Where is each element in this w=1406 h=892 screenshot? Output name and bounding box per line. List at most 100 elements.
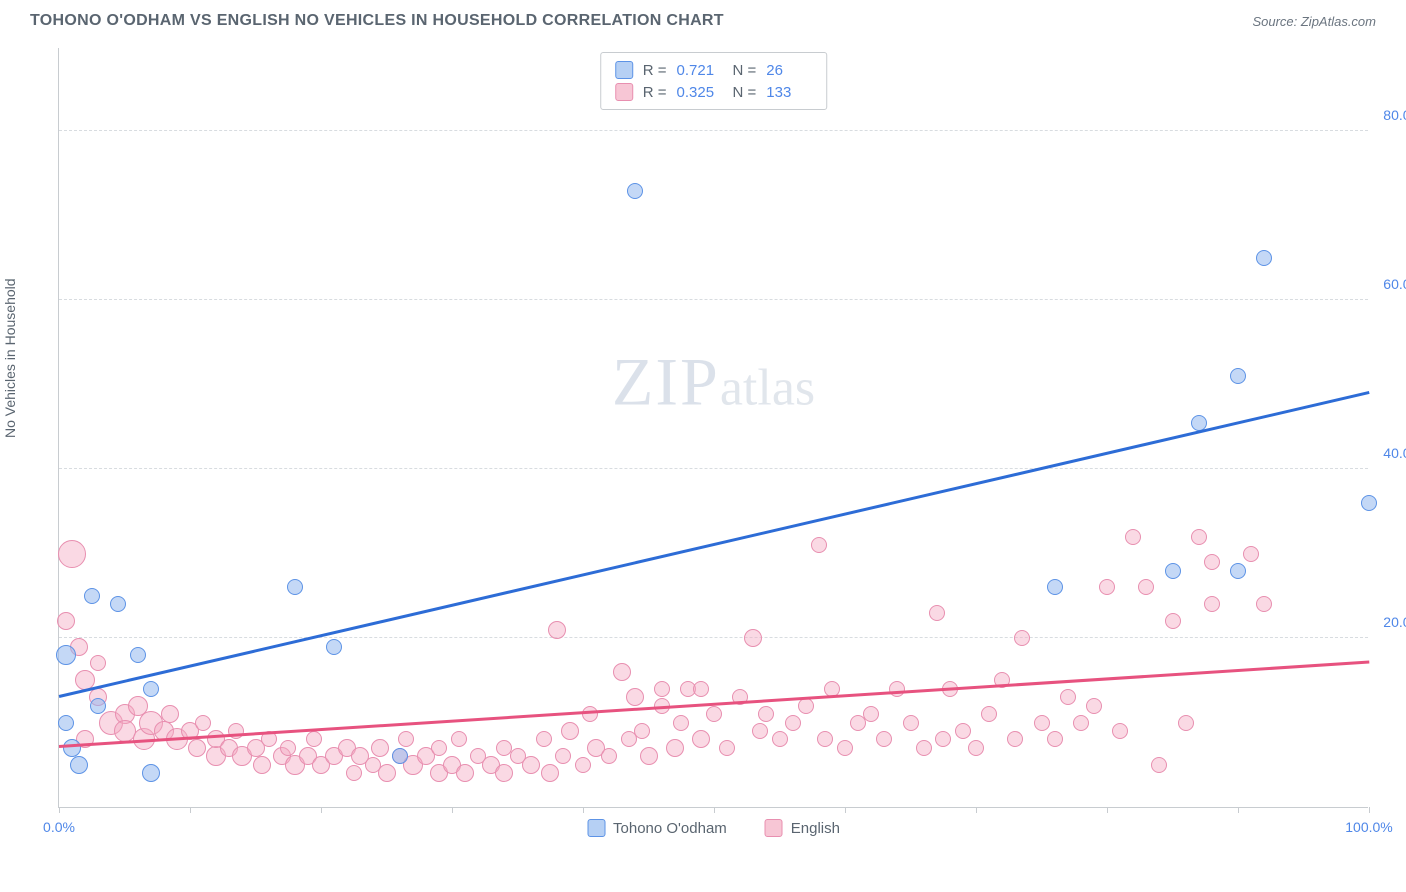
data-point-english xyxy=(561,722,579,740)
y-tick-label: 80.0% xyxy=(1383,107,1406,123)
data-point-english xyxy=(889,681,905,697)
x-tick xyxy=(583,807,584,813)
gridline xyxy=(59,637,1368,638)
legend-swatch xyxy=(765,819,783,837)
data-point-english xyxy=(981,706,997,722)
data-point-english xyxy=(772,731,788,747)
chart-title: TOHONO O'ODHAM VS ENGLISH NO VEHICLES IN… xyxy=(30,12,724,30)
data-point-english xyxy=(522,756,540,774)
data-point-english xyxy=(555,748,571,764)
x-tick xyxy=(1369,807,1370,813)
data-point-english xyxy=(811,537,827,553)
source-label: Source: xyxy=(1252,14,1300,29)
y-tick-label: 20.0% xyxy=(1383,614,1406,630)
data-point-tohono xyxy=(1230,563,1246,579)
data-point-english xyxy=(456,764,474,782)
data-point-english xyxy=(752,723,768,739)
data-point-tohono xyxy=(143,681,159,697)
x-tick xyxy=(1238,807,1239,813)
trendline-tohono xyxy=(59,391,1370,697)
data-point-english xyxy=(451,731,467,747)
x-tick xyxy=(845,807,846,813)
data-point-english xyxy=(1099,579,1115,595)
data-point-tohono xyxy=(1256,250,1272,266)
data-point-english xyxy=(346,765,362,781)
data-point-english xyxy=(253,756,271,774)
data-point-english xyxy=(1138,579,1154,595)
data-point-english xyxy=(640,747,658,765)
data-point-tohono xyxy=(70,756,88,774)
data-point-tohono xyxy=(1230,368,1246,384)
data-point-english xyxy=(1073,715,1089,731)
data-point-english xyxy=(903,715,919,731)
data-point-english xyxy=(1256,596,1272,612)
data-point-english xyxy=(57,612,75,630)
data-point-english xyxy=(626,688,644,706)
data-point-tohono xyxy=(326,639,342,655)
legend-n-value: 133 xyxy=(766,84,812,101)
data-point-english xyxy=(1204,554,1220,570)
data-point-tohono xyxy=(58,715,74,731)
gridline xyxy=(59,468,1368,469)
data-point-tohono xyxy=(287,579,303,595)
data-point-english xyxy=(228,723,244,739)
data-point-english xyxy=(1060,689,1076,705)
y-tick-label: 60.0% xyxy=(1383,276,1406,292)
legend-series-label: Tohono O'odham xyxy=(613,820,727,837)
data-point-english xyxy=(758,706,774,722)
data-point-english xyxy=(692,730,710,748)
x-tick xyxy=(1107,807,1108,813)
data-point-english xyxy=(575,757,591,773)
y-tick-label: 40.0% xyxy=(1383,445,1406,461)
data-point-english xyxy=(495,764,513,782)
data-point-tohono xyxy=(56,645,76,665)
data-point-english xyxy=(90,655,106,671)
data-point-english xyxy=(654,681,670,697)
legend-series: Tohono O'odham English xyxy=(587,819,840,837)
x-tick xyxy=(714,807,715,813)
data-point-english xyxy=(876,731,892,747)
y-axis-label: No Vehicles in Household xyxy=(2,278,18,438)
data-point-english xyxy=(837,740,853,756)
watermark: ZIPatlas xyxy=(612,342,815,421)
data-point-english xyxy=(378,764,396,782)
watermark-zip: ZIP xyxy=(612,343,720,419)
watermark-atlas: atlas xyxy=(720,359,815,416)
data-point-tohono xyxy=(1165,563,1181,579)
legend-swatch xyxy=(615,61,633,79)
data-point-english xyxy=(582,706,598,722)
data-point-english xyxy=(601,748,617,764)
legend-n-value: 26 xyxy=(766,62,812,79)
legend-n-label: N = xyxy=(733,84,757,101)
source-value: ZipAtlas.com xyxy=(1301,14,1376,29)
data-point-tohono xyxy=(84,588,100,604)
data-point-english xyxy=(719,740,735,756)
data-point-tohono xyxy=(392,748,408,764)
data-point-english xyxy=(1151,757,1167,773)
data-point-english xyxy=(916,740,932,756)
data-point-tohono xyxy=(1047,579,1063,595)
data-point-english xyxy=(863,706,879,722)
data-point-english xyxy=(1165,613,1181,629)
data-point-english xyxy=(371,739,389,757)
legend-swatch xyxy=(587,819,605,837)
trendline-english xyxy=(59,661,1369,748)
data-point-english xyxy=(536,731,552,747)
data-point-english xyxy=(929,605,945,621)
x-min-label: 0.0% xyxy=(43,819,75,835)
data-point-english xyxy=(398,731,414,747)
data-point-english xyxy=(673,715,689,731)
data-point-english xyxy=(706,706,722,722)
legend-correlation-row: R =0.721N =26 xyxy=(615,59,813,81)
data-point-english xyxy=(306,731,322,747)
data-point-english xyxy=(785,715,801,731)
data-point-tohono xyxy=(110,596,126,612)
legend-correlation-row: R =0.325N =133 xyxy=(615,81,813,103)
data-point-english xyxy=(1007,731,1023,747)
gridline xyxy=(59,299,1368,300)
data-point-english xyxy=(1191,529,1207,545)
x-max-label: 100.0% xyxy=(1345,819,1392,835)
data-point-english xyxy=(195,715,211,731)
legend-series-item: English xyxy=(765,819,840,837)
data-point-english xyxy=(188,739,206,757)
